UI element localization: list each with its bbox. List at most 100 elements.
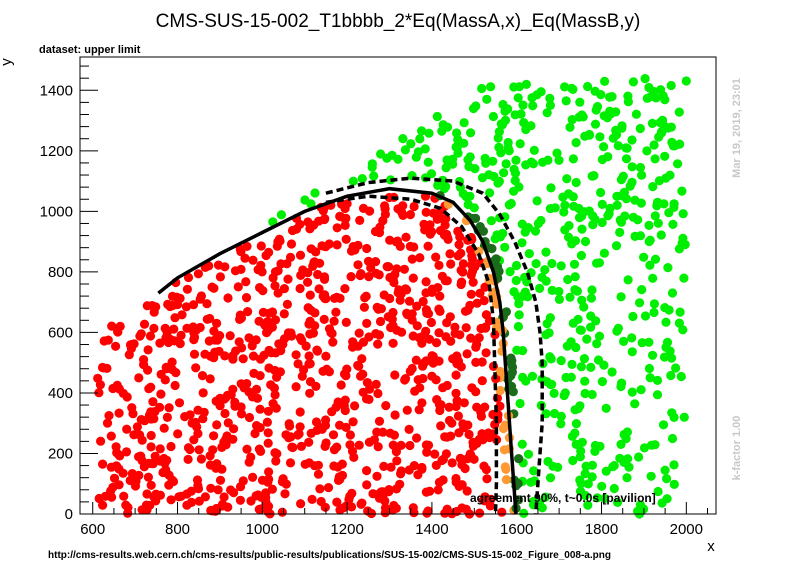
contours	[157, 176, 544, 515]
point-excluded	[230, 266, 241, 276]
point-allowed	[635, 162, 646, 173]
point-excluded	[305, 290, 315, 300]
point-excluded	[127, 403, 137, 413]
point-excluded	[173, 429, 183, 439]
point-excluded	[407, 363, 417, 374]
point-excluded	[189, 435, 199, 445]
x-tick-label: 600	[80, 521, 105, 538]
point-excluded	[235, 482, 246, 492]
point-allowed	[482, 94, 492, 104]
point-excluded	[359, 302, 369, 312]
point-allowed	[577, 437, 587, 447]
point-excluded	[453, 226, 463, 236]
point-allowed	[648, 273, 658, 283]
point-excluded	[398, 201, 408, 211]
point-allowed	[501, 159, 511, 169]
point-excluded	[421, 207, 431, 217]
point-excluded	[446, 336, 456, 346]
point-excluded	[404, 296, 415, 306]
point-excluded	[386, 322, 396, 333]
point-excluded	[363, 506, 373, 516]
point-excluded	[314, 284, 324, 294]
point-excluded	[375, 316, 386, 327]
point-allowed	[608, 133, 618, 143]
point-excluded	[155, 490, 165, 500]
point-excluded	[362, 243, 372, 254]
y-tick-label: 0	[65, 506, 73, 523]
point-allowed	[624, 462, 634, 472]
point-excluded	[248, 255, 258, 265]
point-excluded	[139, 319, 150, 329]
point-excluded	[229, 488, 239, 498]
point-excluded	[389, 277, 399, 288]
point-allowed	[635, 123, 645, 134]
point-excluded	[166, 495, 176, 505]
point-allowed	[662, 474, 672, 484]
point-excluded	[272, 449, 282, 459]
point-allowed	[518, 100, 528, 110]
point-border	[487, 244, 497, 254]
point-excluded	[206, 483, 216, 493]
point-excluded	[215, 272, 225, 282]
point-allowed	[592, 493, 602, 503]
point-excluded	[467, 254, 477, 264]
point-allowed	[545, 313, 556, 323]
point-allowed	[549, 388, 559, 398]
point-excluded	[104, 411, 114, 421]
point-allowed	[582, 334, 592, 344]
point-excluded	[185, 410, 195, 420]
point-allowed	[567, 431, 578, 441]
point-excluded	[362, 466, 372, 476]
point-allowed	[586, 362, 596, 372]
point-excluded	[458, 259, 468, 269]
point-allowed	[568, 154, 579, 164]
y-tick-label: 1000	[40, 203, 73, 220]
point-excluded	[212, 420, 222, 430]
point-excluded	[177, 310, 187, 320]
point-excluded	[209, 431, 219, 441]
point-excluded	[355, 270, 365, 281]
point-allowed	[461, 192, 471, 202]
point-excluded	[246, 452, 256, 462]
point-allowed	[485, 188, 495, 198]
point-allowed	[514, 299, 524, 309]
point-excluded	[418, 296, 428, 307]
point-excluded	[423, 241, 433, 251]
point-excluded	[437, 271, 447, 281]
point-excluded	[176, 330, 186, 340]
point-allowed	[645, 260, 655, 270]
point-allowed	[657, 128, 667, 138]
point-border	[514, 454, 524, 464]
point-excluded	[322, 364, 332, 374]
point-excluded	[297, 371, 307, 381]
point-excluded	[345, 430, 355, 440]
point-excluded	[230, 401, 240, 411]
point-excluded	[315, 484, 325, 494]
point-excluded	[353, 341, 363, 351]
point-excluded	[293, 430, 303, 440]
point-allowed	[611, 107, 621, 117]
point-allowed	[560, 82, 570, 92]
point-excluded	[335, 420, 345, 430]
point-excluded	[319, 272, 330, 282]
point-allowed	[530, 226, 541, 236]
point-excluded	[328, 337, 338, 347]
point-excluded	[254, 316, 264, 326]
point-excluded	[303, 268, 313, 278]
point-excluded	[419, 358, 430, 368]
point-allowed	[603, 152, 613, 162]
point-excluded	[295, 250, 306, 260]
point-allowed	[567, 239, 577, 249]
point-allowed	[413, 147, 423, 157]
point-excluded	[111, 341, 121, 351]
point-allowed	[596, 187, 606, 198]
point-allowed	[519, 508, 529, 518]
point-allowed	[583, 479, 593, 489]
point-excluded	[432, 395, 442, 405]
point-allowed	[663, 263, 673, 273]
y-tick-label: 400	[48, 385, 73, 402]
point-excluded	[312, 345, 322, 355]
point-excluded	[353, 240, 363, 250]
point-excluded	[440, 508, 450, 518]
point-allowed	[486, 216, 496, 226]
